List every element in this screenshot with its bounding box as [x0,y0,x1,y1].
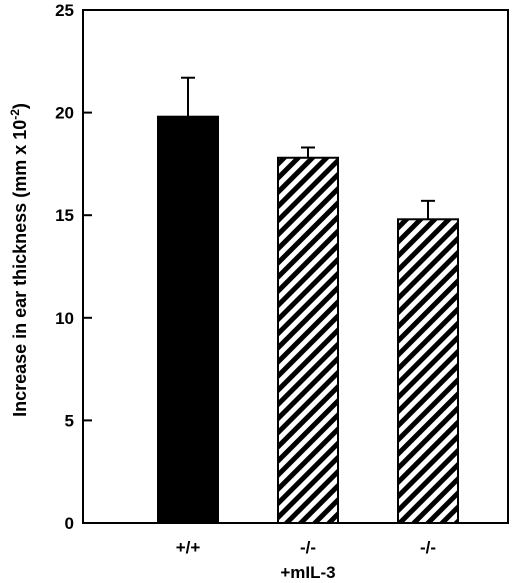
category-label-2: -/- [420,538,436,557]
bar-1 [277,156,339,525]
bar-0 [157,115,219,524]
y-tick-label-5: 25 [55,1,74,20]
y-axis-title-superscript: -2 [8,109,22,120]
y-axis-title: Increase in ear thickness (mm x 10-2) [8,103,30,417]
y-tick-label-1: 5 [65,411,74,430]
y-tick-label-3: 15 [55,206,74,225]
x-axis-labels: +/+ -/- +mIL-3 -/- [176,538,436,582]
bar-2 [397,218,459,525]
y-axis-ticks: 0 5 10 15 20 25 [55,1,92,533]
error-bars [181,76,435,220]
y-axis-title-close: ) [10,103,30,109]
category-label-0: +/+ [176,538,201,557]
y-axis-title-text: Increase in ear thickness (mm x 10 [10,120,30,417]
bars [157,115,459,525]
y-tick-label-2: 10 [55,309,74,328]
y-tick-label-0: 0 [65,514,74,533]
category-label-1-line2: +mIL-3 [280,563,335,582]
category-label-1: -/- [300,538,316,557]
y-tick-label-4: 20 [55,104,74,123]
